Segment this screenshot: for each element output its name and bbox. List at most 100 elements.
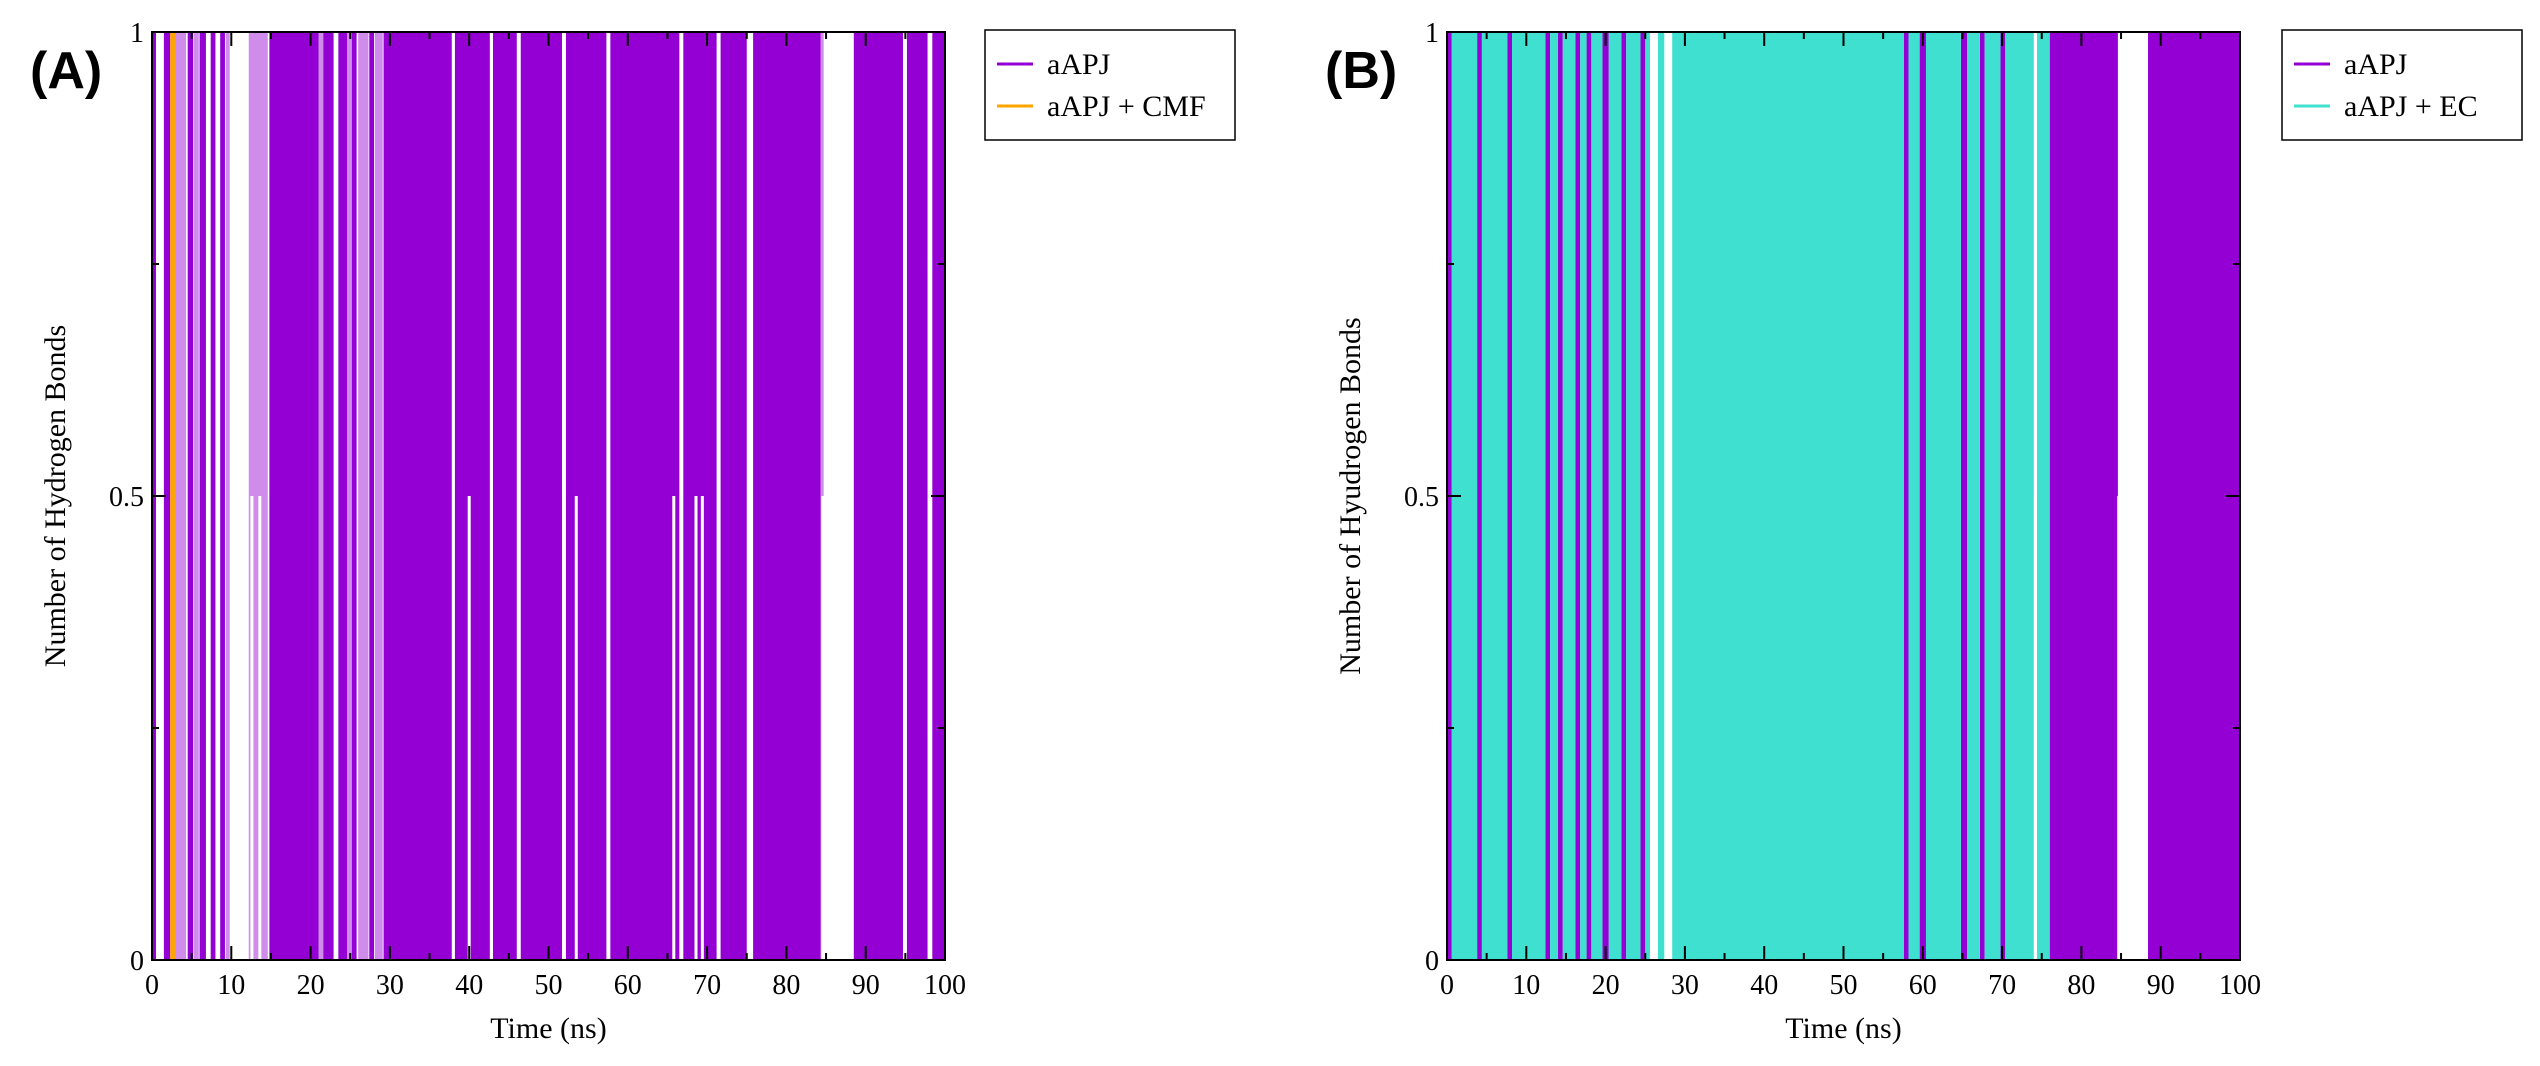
series-segment — [683, 32, 717, 960]
series-segment — [2036, 32, 2050, 960]
series-segment — [565, 32, 607, 960]
series-segment — [2000, 32, 2006, 960]
legend-label: aAPJ + EC — [2344, 90, 2478, 123]
series-segment — [1960, 32, 1968, 960]
x-tick-label: 60 — [614, 970, 642, 1001]
y-tick-label: 1 — [130, 18, 144, 49]
series-segment — [2148, 32, 2240, 960]
series-segment — [1640, 32, 1646, 960]
series-segment — [199, 32, 206, 960]
legend-label: aAPJ — [1047, 48, 1111, 81]
x-tick-label: 40 — [455, 970, 483, 1001]
x-tick-label: 10 — [217, 970, 245, 1001]
x-tick-label: 90 — [852, 970, 880, 1001]
series-segment-light — [174, 32, 187, 960]
series-segment — [1591, 32, 1603, 960]
x-axis-title: Time (ns) — [490, 1012, 606, 1045]
x-tick-label: 0 — [1440, 970, 1454, 1001]
series-segment — [1979, 32, 1985, 960]
series-segment — [906, 32, 928, 960]
x-tick-label: 80 — [2067, 970, 2095, 1001]
x-tick-label: 60 — [1909, 970, 1937, 1001]
series-0 — [152, 32, 945, 960]
x-tick-label: 100 — [924, 970, 966, 1001]
series-segment — [1645, 32, 1651, 960]
series-segment — [323, 32, 334, 960]
series-segment — [1507, 32, 1513, 960]
series-segment — [1925, 32, 1961, 960]
series-segment — [369, 32, 375, 960]
series-segment — [1903, 32, 1909, 960]
series-segment — [2005, 32, 2034, 960]
legend: aAPJ aAPJ + EC — [2281, 29, 2523, 141]
legend: aAPJ aAPJ + CMF — [984, 29, 1236, 141]
x-axis-title: Time (ns) — [1785, 1012, 1901, 1045]
x-tick-label: 50 — [535, 970, 563, 1001]
y-tick-label: 0.5 — [1404, 482, 1439, 513]
series-segment — [720, 32, 747, 960]
y-tick-label: 0 — [130, 946, 144, 977]
y-tick-label: 0 — [1425, 946, 1439, 977]
x-tick-label: 20 — [1592, 970, 1620, 1001]
series-segment-light — [374, 32, 383, 960]
series-segment — [2049, 32, 2118, 960]
series-segment-light — [318, 32, 324, 960]
series-segment — [753, 32, 821, 960]
series-segment — [1550, 32, 1559, 960]
series-segment — [1545, 32, 1551, 960]
series-segment — [1512, 32, 1546, 960]
series-segment — [1580, 32, 1587, 960]
panel-label: (B) — [1325, 42, 1397, 100]
x-tick-label: 10 — [1512, 970, 1540, 1001]
series-segment — [1621, 32, 1627, 960]
x-tick-label: 70 — [1988, 970, 2016, 1001]
y-axis-title: Number of Hydrogen Bonds — [39, 325, 72, 667]
series-segment-light — [248, 32, 268, 960]
series-segment — [1575, 32, 1581, 960]
series-segment — [220, 32, 225, 960]
chart-panel-b: (B) 0 10 20 30 40 50 60 70 80 90 100 0 0.5 1 Time (ns) N… — [1325, 18, 2523, 1045]
legend-label: aAPJ — [2344, 48, 2408, 81]
series-segment — [383, 32, 452, 960]
x-tick-label: 20 — [297, 970, 325, 1001]
y-tick-label: 0.5 — [109, 482, 144, 513]
x-tick-label: 50 — [1830, 970, 1858, 1001]
series-segment — [1562, 32, 1576, 960]
series-segment — [210, 32, 216, 960]
x-tick-label: 30 — [376, 970, 404, 1001]
series-segment — [1919, 32, 1926, 960]
series-segment — [520, 32, 562, 960]
panel-label: (A) — [30, 42, 102, 100]
series-segment — [163, 32, 171, 960]
series-segment — [610, 32, 680, 960]
series-segment — [492, 32, 517, 960]
series-segment — [1558, 32, 1563, 960]
x-tick-label: 100 — [2219, 970, 2261, 1001]
x-tick-label: 40 — [1750, 970, 1778, 1001]
series-segment — [1586, 32, 1592, 960]
x-tick-label: 80 — [772, 970, 800, 1001]
series-segment-light — [347, 32, 352, 960]
series-segment — [853, 32, 903, 960]
series-segment — [454, 32, 490, 960]
x-tick-label: 0 — [145, 970, 159, 1001]
series-1 — [1451, 32, 2050, 960]
series-1 — [170, 32, 175, 960]
series-segment-light — [358, 32, 369, 960]
y-tick-label: 1 — [1425, 18, 1439, 49]
series-segment — [187, 32, 194, 960]
series-segment — [170, 32, 175, 960]
series-segment-light — [194, 32, 199, 960]
series-segment — [1602, 32, 1609, 960]
series-segment — [1477, 32, 1482, 960]
y-axis-title: Number of Hyudrogen Bonds — [1334, 317, 1367, 674]
series-0 — [1447, 32, 2240, 960]
series-segment — [1626, 32, 1641, 960]
series-segment — [1657, 32, 1665, 960]
legend-box — [984, 29, 1236, 141]
legend-box — [2281, 29, 2523, 141]
series-segment — [1672, 32, 1904, 960]
series-segment — [1908, 32, 1920, 960]
legend-label: aAPJ + CMF — [1047, 90, 1206, 123]
